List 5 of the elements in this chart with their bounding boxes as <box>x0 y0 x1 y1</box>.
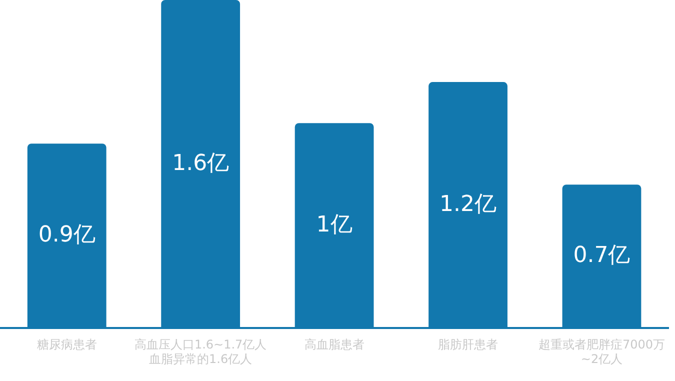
data-label: 1.2亿 <box>440 192 497 217</box>
data-label: 0.9亿 <box>38 222 96 248</box>
data-label: 1亿 <box>316 212 352 238</box>
data-label: 1.6亿 <box>172 150 230 176</box>
data-label: 0.7亿 <box>573 243 630 268</box>
